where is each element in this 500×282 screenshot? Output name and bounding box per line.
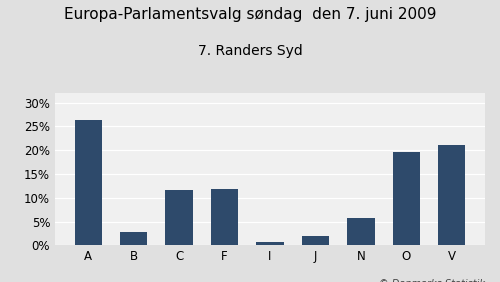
Bar [256, 242, 283, 245]
Bar [438, 146, 466, 245]
Bar [166, 190, 192, 245]
Text: © Danmarks Statistik: © Danmarks Statistik [379, 279, 485, 282]
Bar [74, 120, 102, 245]
Bar [302, 236, 329, 245]
Text: 7. Randers Syd: 7. Randers Syd [198, 44, 302, 58]
Bar [120, 232, 148, 245]
Bar [392, 152, 420, 245]
Bar [211, 189, 238, 245]
Text: Europa-Parlamentsvalg søndag  den 7. juni 2009: Europa-Parlamentsvalg søndag den 7. juni… [64, 7, 436, 22]
Bar [348, 218, 374, 245]
